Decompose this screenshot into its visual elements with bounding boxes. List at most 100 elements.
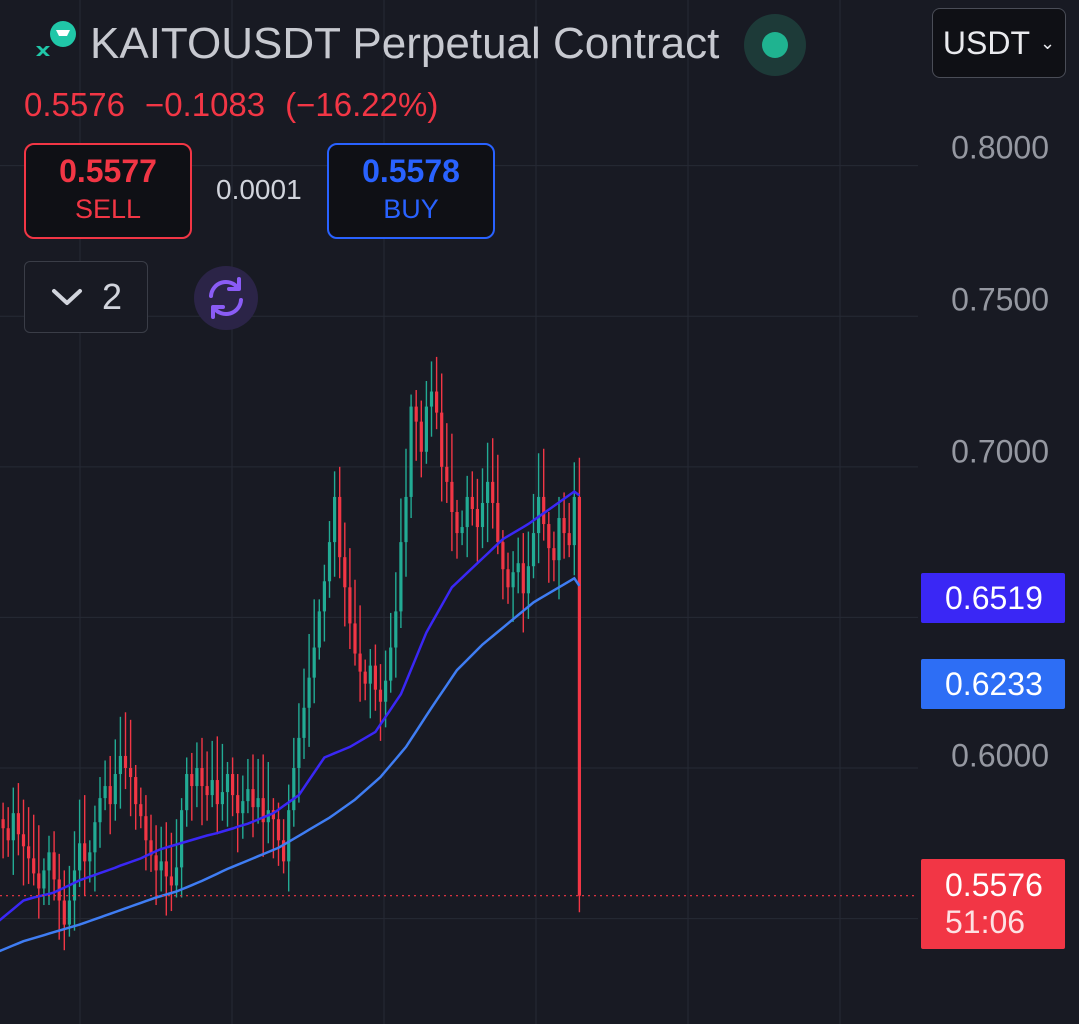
candle-body	[200, 768, 204, 787]
candle-body	[113, 774, 117, 805]
candle-body	[195, 768, 199, 787]
candle-body	[276, 819, 281, 841]
price-summary: 0.5576 −0.1083 (−16.22%)	[24, 86, 458, 124]
candle-body	[103, 786, 107, 799]
candle-body	[414, 406, 418, 422]
quote-currency-selector[interactable]: USDT ⌄	[932, 8, 1066, 78]
market-status-indicator	[744, 14, 806, 76]
candle-body	[210, 780, 214, 796]
price-axis-tick: 0.6000	[951, 737, 1049, 774]
refresh-icon	[209, 277, 243, 319]
candle-body	[327, 542, 332, 582]
candle-countdown: 51:06	[945, 904, 1026, 940]
candle-body	[333, 496, 337, 543]
candle-body	[429, 391, 434, 407]
candle-body	[287, 810, 291, 862]
candle-body	[149, 840, 153, 856]
candle-body	[470, 496, 474, 509]
candle-body	[220, 792, 224, 805]
candle-body	[307, 677, 311, 708]
candle-body	[577, 496, 581, 896]
candle-body	[11, 813, 15, 841]
candle-body	[552, 548, 556, 561]
candle-body	[480, 502, 485, 528]
candle-body	[174, 867, 179, 886]
candle-body	[236, 795, 240, 814]
indicators-toggle-button[interactable]: 2	[24, 261, 148, 333]
candle-body	[52, 852, 56, 880]
candle-body	[384, 680, 388, 702]
candle-body	[231, 774, 235, 796]
candle-body	[358, 653, 362, 672]
chevron-down-icon: ⌄	[1040, 32, 1056, 53]
candle-body	[368, 665, 372, 684]
candle-body	[118, 755, 122, 775]
last-price-label: 0.5576	[945, 867, 1043, 903]
candle-body	[389, 647, 393, 681]
price-axis-tick: 0.7500	[951, 281, 1049, 318]
candle-body	[251, 789, 255, 808]
candle-body	[67, 900, 71, 925]
candle-body	[78, 843, 82, 871]
candle-body	[292, 768, 296, 811]
candle-body	[246, 789, 250, 802]
quote-currency-label: USDT	[942, 24, 1030, 61]
candle-body	[261, 798, 265, 823]
candle-body	[225, 774, 230, 793]
candle-body	[169, 876, 173, 886]
candle-body	[6, 828, 10, 841]
candle-body	[409, 406, 413, 497]
candle-body	[297, 737, 301, 768]
sell-button[interactable]: 0.5577 SELL	[24, 143, 192, 239]
candle-body	[154, 855, 158, 871]
candle-body	[501, 542, 505, 570]
candle-body	[394, 611, 398, 648]
price-change: −0.1083	[144, 86, 266, 123]
candle-body	[190, 774, 194, 787]
candle-body	[521, 563, 525, 594]
candle-body	[445, 466, 449, 482]
candle-body	[302, 707, 306, 738]
candle-body	[98, 798, 102, 823]
kaito-logo-icon	[32, 21, 76, 64]
candle-body	[378, 689, 383, 702]
candle-body	[83, 843, 87, 862]
refresh-button[interactable]	[194, 266, 258, 330]
candle-body	[435, 391, 439, 413]
candle-body	[373, 665, 377, 690]
candle-body	[475, 508, 479, 528]
live-dot-icon	[762, 32, 788, 58]
candle-body	[93, 822, 97, 853]
candle-body	[455, 512, 459, 534]
candle-body	[282, 840, 286, 862]
candle-body	[353, 623, 357, 654]
candle-body	[139, 804, 143, 817]
sell-label: SELL	[74, 194, 142, 224]
buy-button[interactable]: 0.5578 BUY	[327, 143, 495, 239]
candle-body	[1, 819, 5, 829]
last-price-badge: 0.5576 51:06	[921, 859, 1065, 949]
candle-body	[440, 412, 444, 467]
candle-body	[312, 647, 316, 678]
candle-body	[465, 496, 469, 528]
candle-body	[317, 611, 321, 648]
candle-body	[419, 421, 423, 452]
candle-body	[338, 496, 342, 558]
candle-body	[460, 527, 464, 534]
ma1-line	[0, 489, 581, 922]
candle-body	[27, 846, 31, 859]
candle-body	[363, 671, 367, 684]
candle-body	[531, 533, 536, 567]
price-axis-tick: 0.7000	[951, 433, 1049, 470]
candle-body	[557, 518, 561, 561]
sell-price: 0.5577	[59, 153, 157, 189]
spread-value: 0.0001	[216, 174, 302, 205]
candle-body	[348, 587, 352, 624]
candle-body	[516, 563, 520, 573]
price-axis-tick: 0.8000	[951, 129, 1049, 166]
symbol-title: KAITOUSDT Perpetual Contract	[90, 19, 720, 68]
candle-body	[241, 801, 245, 814]
last-price: 0.5576	[24, 86, 125, 123]
candle-body	[21, 834, 26, 847]
